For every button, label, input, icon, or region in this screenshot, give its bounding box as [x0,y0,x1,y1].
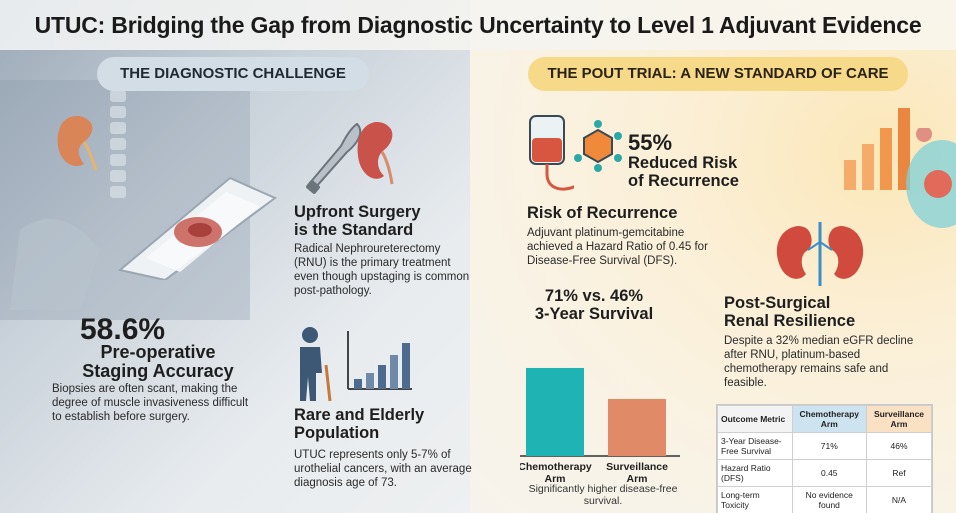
outcomes-table: Outcome Metric Chemotherapy Arm Surveill… [716,404,933,513]
rare-elderly-heading: Rare and Elderly Population [294,406,464,442]
kidney-icon [57,116,98,171]
renal-resilience-heading-line1: Post-Surgical [724,294,831,312]
staging-accuracy-label-line1: Pre-operative [100,342,216,362]
pathology-slide-icon [117,176,277,280]
staging-accuracy-description: Biopsies are often scant, making the deg… [52,383,249,423]
survival-comparison-label: 3-Year Survival [534,305,654,323]
page-title: UTUC: Bridging the Gap from Diagnostic U… [34,12,922,38]
upfront-surgery-heading-line1: Upfront Surgery [294,203,421,221]
staging-accuracy-value: 58.6% [80,313,166,346]
table-cell: N/A [865,486,933,513]
risk-of-recurrence-heading: Risk of Recurrence [527,204,678,222]
section-header-pout: THE POUT TRIAL: A NEW STANDARD OF CARE [528,57,908,91]
upfront-surgery-description: Radical Nephroureterectomy (RNU) is the … [294,243,470,297]
reduced-risk-label-line2: of Recurrence [628,172,739,190]
rare-elderly-heading-line2: Population [294,424,380,442]
survival-comparison: 71% vs. 46% 3-Year Survival [524,287,664,323]
scalpel-icon [306,122,362,194]
staging-accuracy-label-line2: Staging Accuracy [82,361,234,381]
chart-caption: Significantly higher disease-free surviv… [528,483,678,507]
risk-of-recurrence-description: Adjuvant platinum-gemcitabine achieved a… [527,227,708,267]
renal-resilience-heading-line2: Renal Resilience [724,312,856,330]
reduced-risk-label-line1: Reduced Risk [628,154,738,172]
table-row: 3-Year Disease-Free Survival 71% 46% [717,432,933,460]
bar-category-label: Surveillance [606,461,668,473]
column-header-metric: Outcome Metric [717,405,793,433]
elderly-person-icon [300,327,332,402]
rising-bars-illustration [844,108,910,190]
section-header-diagnostic: THE DIAGNOSTIC CHALLENGE [97,57,369,91]
header-band [0,0,956,50]
reduced-risk-label: Reduced Risk of Recurrence [628,154,768,190]
table-cell: Ref [865,459,933,487]
cell-icon [906,128,956,228]
iv-bag-icon [529,115,574,191]
molecule-icon [574,120,622,172]
survival-comparison-value: 71% vs. 46% [544,287,644,305]
table-cell: Long-term Toxicity [717,486,793,513]
table-cell: Hazard Ratio (DFS) [717,459,793,487]
bar-category-label: Arm [626,473,647,485]
bar-category-label: Chemotherapy [520,461,592,473]
table-row: Long-term Toxicity No evidence found N/A [717,486,933,513]
table-cell: No evidence found [791,486,867,513]
rare-elderly-description: UTUC represents only 5-7% of urothelial … [294,449,472,489]
upfront-surgery-heading: Upfront Surgery is the Standard [294,203,454,239]
table-row: Hazard Ratio (DFS) 0.45 Ref [717,459,933,487]
renal-resilience-description: Despite a 32% median eGFR decline after … [724,335,914,389]
table-header-row: Outcome Metric Chemotherapy Arm Surveill… [717,405,933,433]
bar-growth-icon [347,331,412,390]
bar-surveillance [608,398,666,456]
table-cell: 46% [865,432,933,460]
column-header-surveillance: Surveillance Arm [865,405,933,433]
kidney-icon [357,122,394,185]
renal-resilience-heading: Post-Surgical Renal Resilience [724,294,904,330]
reduced-risk-value: 55% [628,130,673,155]
column-header-chemotherapy: Chemotherapy Arm [791,405,867,433]
upfront-surgery-heading-line2: is the Standard [294,221,414,239]
table-cell: 3-Year Disease-Free Survival [717,432,793,460]
rare-elderly-heading-line1: Rare and Elderly [294,406,425,424]
table-cell: 71% [791,432,867,460]
table-cell: 0.45 [791,459,867,487]
bar-chemotherapy [526,367,584,456]
bar-category-label: Arm [544,473,565,485]
kidneys-icon [776,222,864,286]
staging-accuracy-label: Pre-operative Staging Accuracy [68,343,248,381]
